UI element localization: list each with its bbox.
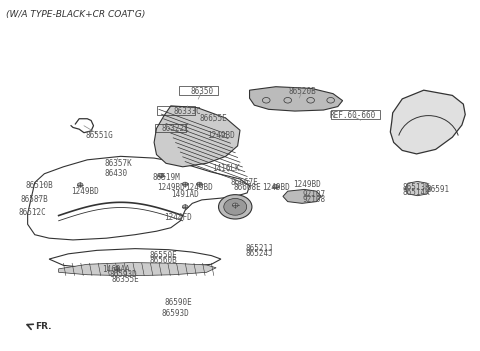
Text: 86520B: 86520B (288, 87, 316, 97)
Polygon shape (405, 181, 430, 196)
Text: 1244FD: 1244FD (164, 213, 192, 222)
Text: 1249BD: 1249BD (186, 183, 213, 192)
Text: 86512C: 86512C (19, 207, 46, 217)
Circle shape (114, 267, 120, 271)
Circle shape (273, 185, 279, 189)
Text: 86667E: 86667E (231, 178, 259, 187)
Circle shape (182, 182, 188, 186)
Text: 86510B: 86510B (26, 181, 53, 191)
Text: 92107: 92107 (302, 190, 325, 199)
Text: 86591: 86591 (427, 185, 450, 194)
Text: 1491AD: 1491AD (171, 190, 199, 199)
Circle shape (77, 183, 83, 187)
Text: 86593D: 86593D (109, 270, 137, 279)
Text: 86524J: 86524J (245, 249, 273, 258)
Text: 86550E: 86550E (150, 251, 178, 260)
Circle shape (224, 198, 247, 215)
Text: 92108: 92108 (302, 196, 325, 204)
Polygon shape (59, 263, 216, 276)
Circle shape (182, 205, 188, 209)
Circle shape (197, 182, 202, 186)
Circle shape (218, 195, 252, 219)
Text: 86355E: 86355E (111, 276, 139, 284)
Text: (W/A TYPE-BLACK+CR COAT'G): (W/A TYPE-BLACK+CR COAT'G) (6, 10, 145, 19)
Text: 1416LK: 1416LK (212, 164, 240, 173)
Text: 86655E: 86655E (200, 113, 228, 122)
Text: 86593D: 86593D (162, 309, 190, 318)
Polygon shape (283, 190, 321, 203)
Text: 86357K: 86357K (105, 159, 132, 168)
Text: 86587B: 86587B (21, 196, 48, 204)
Text: 1249BD: 1249BD (207, 131, 235, 140)
Text: REF.60-660: REF.60-660 (329, 111, 375, 120)
Text: 1249BD: 1249BD (262, 183, 289, 192)
Text: 1249BD: 1249BD (157, 183, 185, 192)
Text: 86668E: 86668E (233, 183, 261, 192)
Polygon shape (250, 87, 343, 111)
Circle shape (232, 203, 238, 207)
Text: 86513K: 86513K (403, 183, 431, 192)
Text: 86590E: 86590E (164, 298, 192, 307)
Text: 86521J: 86521J (245, 244, 273, 253)
Text: 86551G: 86551G (85, 131, 113, 140)
Text: 86333C: 86333C (174, 107, 202, 115)
Circle shape (158, 173, 164, 178)
Text: 86430: 86430 (104, 169, 128, 178)
Polygon shape (154, 106, 240, 167)
Text: FR.: FR. (35, 323, 51, 331)
Text: 86560B: 86560B (150, 256, 178, 265)
Text: 1463AA: 1463AA (102, 265, 130, 274)
Text: 86350: 86350 (190, 87, 214, 97)
Polygon shape (390, 90, 465, 154)
Text: 1249BD: 1249BD (293, 180, 321, 189)
Text: 86322E: 86322E (162, 124, 190, 133)
Text: 86514K: 86514K (403, 188, 431, 197)
Text: 86519M: 86519M (152, 173, 180, 182)
Text: 1249BD: 1249BD (71, 187, 99, 196)
